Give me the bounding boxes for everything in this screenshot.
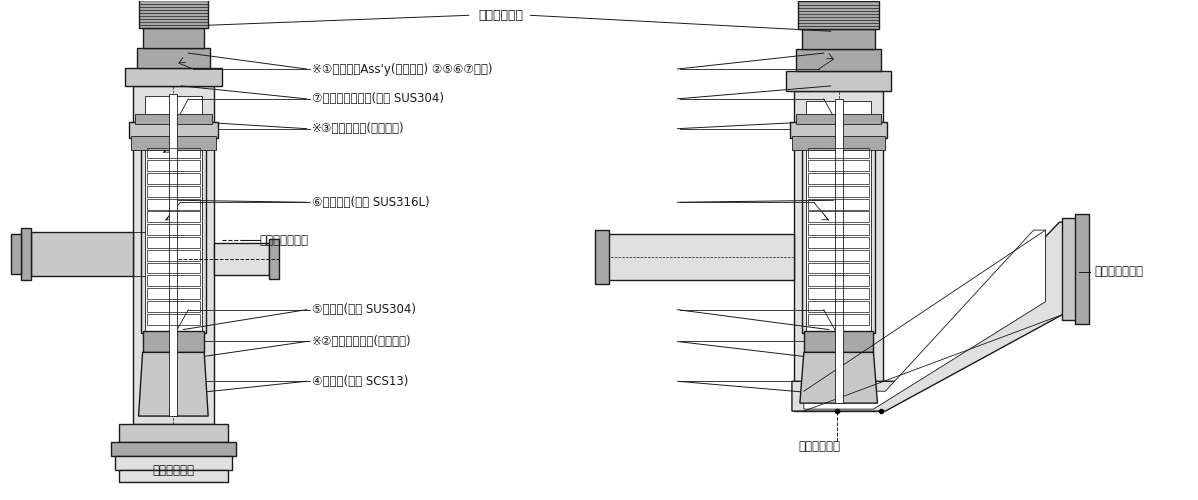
Bar [146, 301, 200, 312]
Bar [143, 28, 204, 48]
Bar [792, 136, 885, 149]
Bar [268, 239, 279, 279]
Bar [795, 114, 882, 124]
Bar [807, 148, 870, 158]
Bar [128, 122, 218, 138]
Bar [607, 234, 794, 280]
Bar [146, 314, 200, 324]
Bar [119, 424, 228, 442]
Bar [133, 86, 214, 424]
Bar [134, 114, 212, 124]
Bar [807, 186, 870, 196]
Bar [798, 2, 879, 29]
Bar [595, 230, 609, 284]
Bar [214, 243, 268, 275]
Bar [807, 276, 870, 286]
Text: ⑤バルブ(材質 SUS304): ⑤バルブ(材質 SUS304) [311, 303, 416, 316]
Text: ベローズ側排気: ベローズ側排気 [1094, 266, 1143, 278]
Text: バルブ側排気: バルブ側排気 [799, 440, 841, 454]
Bar [110, 442, 236, 456]
Bar [146, 288, 200, 299]
Bar [786, 71, 891, 91]
Bar [146, 212, 200, 222]
Text: ⑥ベローズ(材質 SUS316L): ⑥ベローズ(材質 SUS316L) [311, 196, 429, 209]
Bar [807, 288, 870, 299]
Text: インジケータ: インジケータ [478, 10, 524, 22]
Bar [137, 48, 210, 68]
Bar [804, 330, 873, 352]
Bar [801, 136, 876, 332]
Bar [115, 456, 232, 470]
Bar [807, 314, 870, 324]
Bar [807, 262, 870, 274]
Bar [807, 198, 870, 209]
Bar [146, 237, 200, 248]
Bar [169, 94, 177, 416]
Text: ※③外部シール(保守部品): ※③外部シール(保守部品) [311, 122, 404, 135]
Bar [807, 224, 870, 235]
Polygon shape [22, 228, 31, 280]
Polygon shape [11, 234, 22, 274]
Bar [807, 301, 870, 312]
Bar [146, 160, 200, 171]
Bar [31, 232, 133, 276]
Bar [139, 0, 208, 28]
Polygon shape [800, 352, 877, 403]
Bar [794, 91, 883, 411]
Bar [146, 148, 200, 158]
Polygon shape [1076, 214, 1089, 324]
Text: ④ボディ(材質 SCS13): ④ボディ(材質 SCS13) [311, 375, 409, 388]
Bar [146, 186, 200, 196]
Bar [801, 29, 876, 49]
Bar [146, 198, 200, 209]
Bar [119, 470, 228, 482]
Bar [146, 250, 200, 260]
Text: ⑦ベローズホルダ(材質 SUS304): ⑦ベローズホルダ(材質 SUS304) [311, 92, 443, 106]
Bar [807, 173, 870, 184]
Bar [835, 99, 842, 403]
Bar [143, 330, 204, 352]
Bar [807, 160, 870, 171]
Text: ベローズ側排気: ベローズ側排気 [260, 234, 309, 246]
Polygon shape [792, 222, 1072, 411]
Polygon shape [804, 230, 1046, 409]
Polygon shape [139, 352, 208, 416]
Bar [145, 96, 202, 414]
Text: ※②バルブシール(保守部品): ※②バルブシール(保守部品) [311, 335, 411, 348]
Bar [807, 237, 870, 248]
Bar [789, 122, 888, 138]
Bar [807, 250, 870, 260]
Bar [795, 49, 882, 71]
Bar [146, 173, 200, 184]
Bar [140, 136, 206, 332]
Bar [807, 212, 870, 222]
Bar [146, 262, 200, 274]
Bar [146, 276, 200, 286]
Text: ※①ハンドルAss'y(保守部品) ②⑤⑥⑦含む): ※①ハンドルAss'y(保守部品) ②⑤⑥⑦含む) [311, 62, 492, 76]
Bar [125, 68, 222, 86]
Polygon shape [1063, 218, 1079, 320]
Bar [146, 224, 200, 235]
Bar [131, 136, 216, 149]
Bar [806, 101, 871, 401]
Text: バルブ側排気: バルブ側排気 [152, 464, 194, 476]
